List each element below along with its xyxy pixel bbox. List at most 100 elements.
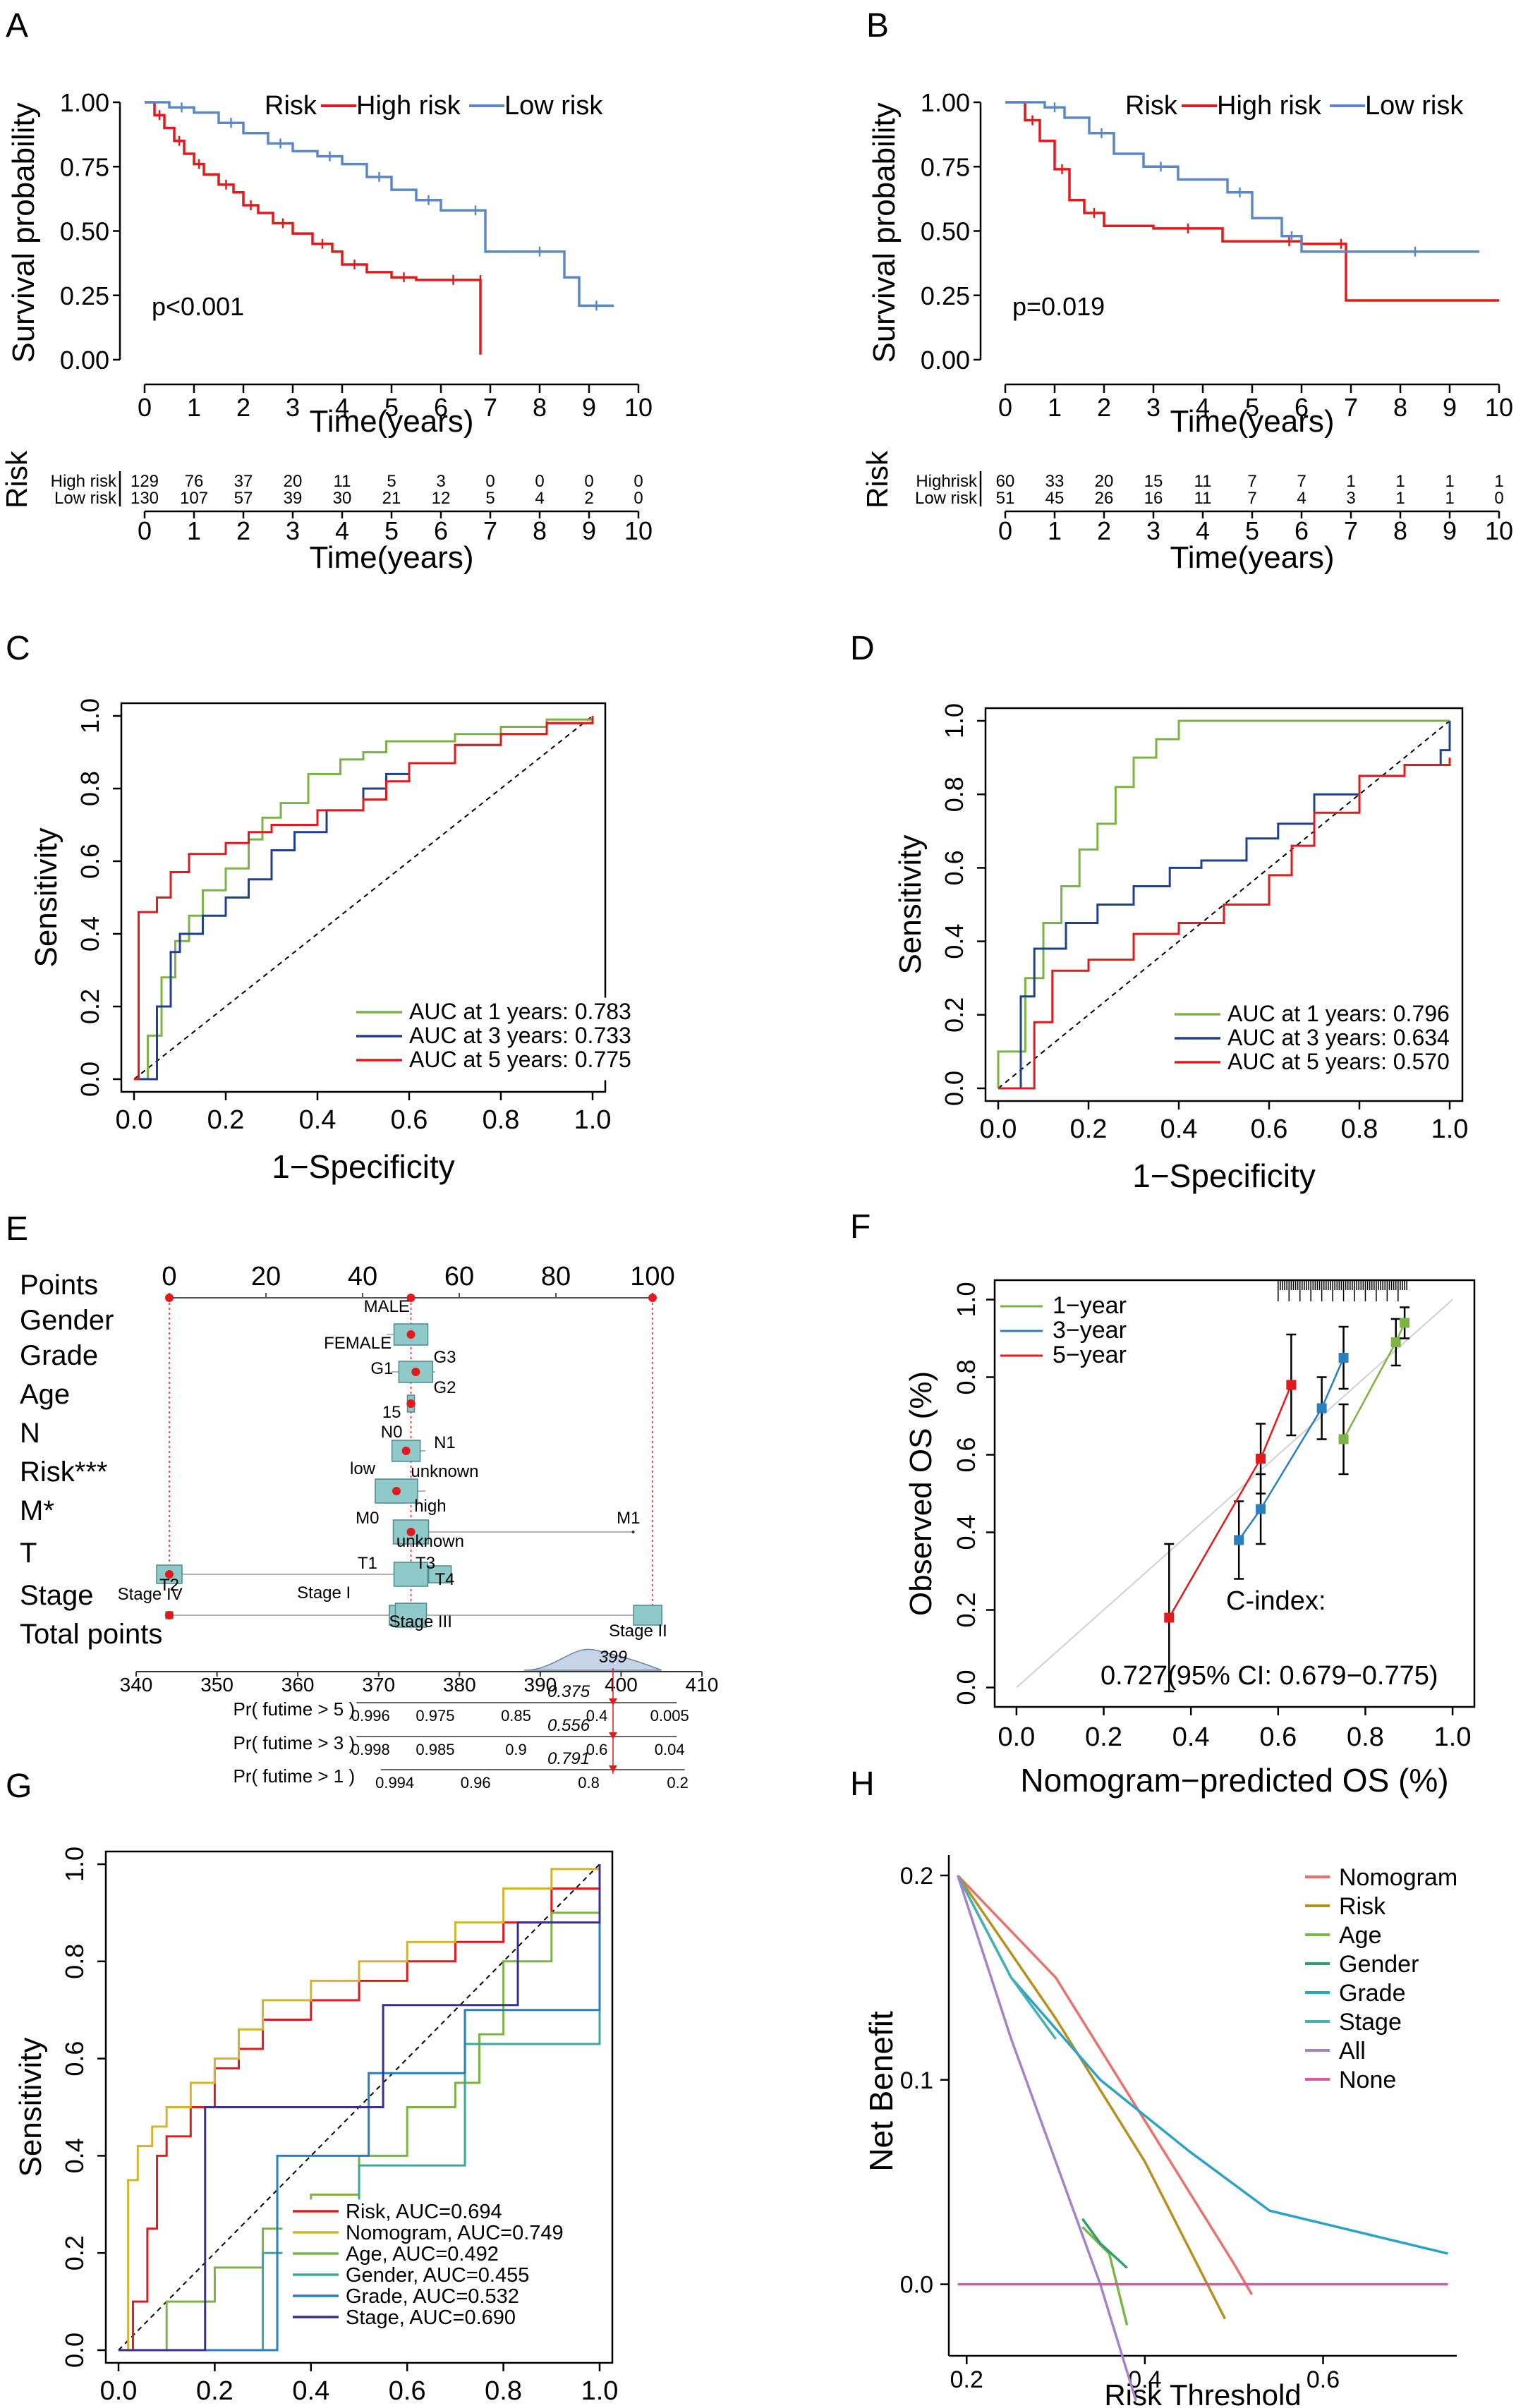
y-tick-label: 0.6: [952, 1437, 981, 1472]
y-tick-label: 0.0: [60, 2333, 89, 2368]
total-points-tick-label: 360: [281, 1674, 315, 1696]
prob-tick-label: 0.005: [650, 1707, 689, 1725]
risk-x-tick-label: 2: [1097, 516, 1111, 545]
panel-label: F: [850, 1208, 871, 1246]
y-tick-label: 0.0: [900, 2272, 933, 2299]
x-tick-label: 1.0: [581, 2376, 619, 2406]
x-tick-label: 1: [187, 393, 201, 422]
nomogram-level-label: MALE: [364, 1297, 410, 1316]
nomogram-row-label: Age: [20, 1379, 70, 1410]
points-tick-label: 60: [444, 1262, 474, 1291]
points-tick-label: 80: [541, 1262, 571, 1291]
nomogram-row-label: T: [20, 1538, 37, 1569]
prob-value: 0.791: [547, 1749, 590, 1768]
panel-label: D: [850, 630, 875, 667]
y-tick-label: 0.4: [75, 916, 104, 951]
x-tick-label: 1.0: [574, 1105, 612, 1135]
risk-count: 7: [1247, 489, 1256, 508]
risk-count: 39: [284, 489, 303, 508]
y-tick-label: 0.50: [60, 217, 109, 246]
calibration-line: [1168, 1385, 1292, 1619]
risk-count: 45: [1045, 489, 1065, 508]
roc-curve: [119, 1864, 601, 2352]
risk-count: 21: [382, 489, 401, 508]
calibration-panel: F 0.0 0.2 0.4 0.6 0.8 1.0 0.0 0.2 0.4 0.6 0.8 1.0 Nom…: [850, 1208, 1476, 1799]
legend-label: Risk, AUC=0.694: [346, 2201, 502, 2223]
risk-count: 7: [1247, 472, 1256, 491]
calibration-point: [1390, 1337, 1401, 1347]
risk-x-tick-label: 4: [1196, 516, 1210, 545]
x-tick-label: 1.0: [1434, 1722, 1472, 1752]
roc-curve: [119, 1864, 601, 2352]
x-tick-label: 0.4: [292, 2376, 329, 2406]
x-tick-label: 0.0: [100, 2376, 138, 2406]
km-panel-B: B0.000.250.500.751.000 1 2 3 4 5 6 7 8 9 10Surviva…: [861, 7, 1513, 575]
ideal-line: [1016, 1299, 1453, 1689]
risk-table-title: Risk: [861, 450, 894, 509]
roc-curve: [997, 719, 1450, 1088]
plot-frame: [993, 1279, 1476, 1708]
y-tick-label: 0.0: [952, 1670, 981, 1705]
x-tick-label: 0: [998, 393, 1012, 422]
risk-count: 7: [1297, 472, 1306, 491]
x-tick-label: 0.4: [1172, 1722, 1210, 1752]
legend-label: AUC at 1 years: 0.783: [409, 999, 631, 1024]
prob-tick-label: 0.9: [505, 1741, 527, 1758]
dca-panel: H 0.2 0.4 0.6 0.0 0.1 0.2 Risk Threshold Net Ben…: [850, 1765, 1457, 2408]
legend-label: All: [1339, 2038, 1366, 2065]
risk-count: 57: [234, 489, 253, 508]
risk-x-tick-label: 5: [384, 516, 399, 545]
prob-marker: [608, 1732, 617, 1739]
y-tick-label: 1.0: [940, 703, 969, 738]
x-tick-label: 4: [1196, 393, 1210, 422]
y-tick-label: 0.6: [940, 850, 969, 885]
risk-count: 0: [633, 489, 643, 508]
km-curve-low-risk: [145, 101, 614, 308]
legend-label: Age, AUC=0.492: [346, 2243, 499, 2266]
risk-count: 129: [131, 472, 159, 491]
x-tick-label: 0.2: [207, 1105, 245, 1135]
x-tick-label: 10: [624, 393, 653, 422]
y-tick-label: 0.0: [940, 1071, 969, 1106]
legend-label: None: [1339, 2067, 1396, 2093]
risk-count: 107: [180, 489, 208, 508]
prob-label: Pr( futime > 5 ): [233, 1698, 355, 1720]
x-tick-label: 3: [286, 393, 300, 422]
nomogram-point: [165, 1611, 174, 1619]
y-tick-label: 0.00: [921, 346, 970, 375]
prob-tick-label: 0.85: [501, 1707, 531, 1725]
y-tick-label: 0.2: [60, 2235, 89, 2270]
c-index-value: 0.727(95% CI: 0.679−0.775): [1100, 1661, 1438, 1691]
legend-label: 5−year: [1053, 1342, 1127, 1368]
y-axis-title: Survival probability: [867, 102, 902, 363]
risk-count: 30: [333, 489, 352, 508]
prob-tick-label: 0.2: [667, 1774, 689, 1792]
risk-count: 1: [1395, 489, 1405, 508]
y-tick-label: 0.8: [940, 777, 969, 812]
y-tick-label: 0.6: [75, 844, 104, 879]
legend-label: Gender: [1339, 1951, 1419, 1978]
risk-count: 11: [1194, 472, 1212, 491]
prob-tick-label: 0.994: [375, 1774, 414, 1792]
nomogram-box: [394, 1603, 428, 1628]
prob-label: Pr( futime > 1 ): [233, 1765, 355, 1787]
x-axis-title: Time(years): [1170, 404, 1334, 439]
x-tick-label: 0.2: [1070, 1114, 1108, 1144]
risk-count: 0: [633, 472, 643, 491]
y-tick-label: 0.8: [952, 1359, 981, 1394]
roc-panel-C: C 0.0 0.2 0.4 0.6 0.8 1.0 0.0 0.2 0.4 0.6 0.8 1.0 1−S…: [6, 630, 631, 1185]
x-tick-label: 0.8: [485, 2376, 522, 2406]
risk-row-label: Low risk: [915, 489, 978, 508]
roc-curve: [119, 1864, 601, 2352]
legend-label: Risk: [1339, 1893, 1386, 1920]
prob-tick-label: 0.4: [586, 1707, 608, 1725]
x-tick-label: 0.8: [483, 1105, 520, 1135]
nomogram-level-label: N0: [381, 1423, 403, 1442]
nomogram-point: [406, 1330, 416, 1339]
reference-diagonal: [133, 715, 593, 1080]
calibration-point: [1286, 1380, 1297, 1390]
prob-tick-label: 0.8: [578, 1774, 600, 1792]
prob-tick-label: 0.975: [416, 1707, 454, 1725]
km-curve-high-risk: [145, 101, 482, 355]
